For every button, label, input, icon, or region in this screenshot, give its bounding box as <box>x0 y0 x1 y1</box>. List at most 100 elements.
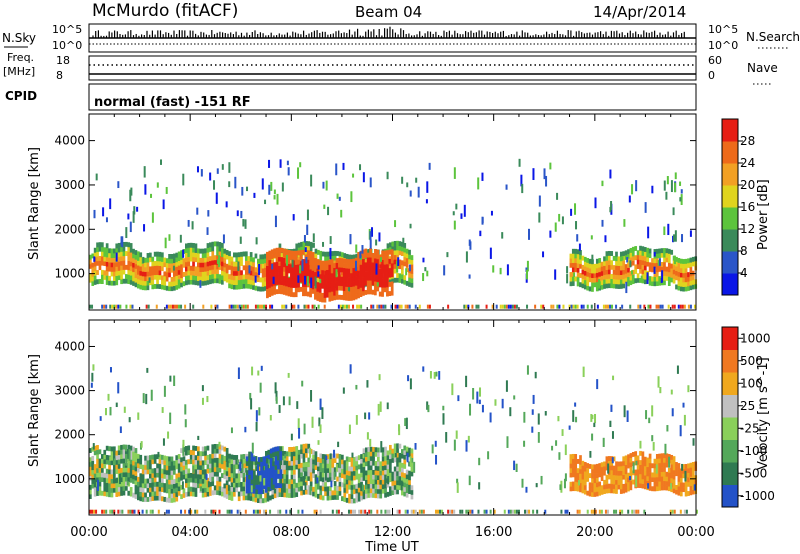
echo-cell <box>247 260 251 266</box>
echo-cell <box>318 287 322 293</box>
echo-cell <box>569 472 573 478</box>
echo-cell <box>612 283 616 289</box>
echo-cell <box>269 448 273 454</box>
echo-cell <box>297 264 300 270</box>
echo-cell <box>237 284 241 290</box>
echo-cell <box>624 483 628 488</box>
echo-cell <box>287 282 291 288</box>
echo-cell <box>257 493 260 499</box>
echo-cell <box>581 460 585 466</box>
echo-cell <box>141 262 145 268</box>
echo-cell <box>324 486 327 492</box>
echo-cell <box>221 445 224 451</box>
nsky-trace <box>89 26 696 45</box>
echo-cell <box>581 479 585 485</box>
echo-cell <box>237 473 241 479</box>
echo-cell <box>381 268 384 274</box>
echo-cell <box>387 476 390 485</box>
echo-cell <box>167 304 170 309</box>
echo-cell <box>393 489 397 495</box>
echo-cell <box>177 486 181 492</box>
echo-cell <box>677 476 681 482</box>
echo-cell <box>591 473 594 479</box>
echo-cell <box>383 282 387 288</box>
echo-cell <box>682 259 686 264</box>
echo-cell <box>679 468 683 474</box>
echo-cell <box>285 276 288 282</box>
echo-cell <box>319 494 323 500</box>
echo-cell <box>257 470 261 476</box>
echo-cell <box>593 422 596 428</box>
echo-cell <box>362 172 365 183</box>
echo-cell <box>199 257 203 263</box>
echo-cell <box>366 432 369 440</box>
echo-cell <box>665 275 669 281</box>
colorbar-tick-label: -500 <box>740 466 767 480</box>
echo-cell <box>266 293 269 299</box>
echo-cell <box>275 266 279 272</box>
echo-cell <box>634 246 638 251</box>
echo-cell <box>352 281 356 287</box>
echo-cell <box>323 260 327 266</box>
echo-cell <box>600 476 604 481</box>
echo-cell <box>245 283 248 289</box>
echo-cell <box>309 251 312 256</box>
echo-cell <box>653 472 657 478</box>
echo-cell <box>144 280 147 286</box>
echo-cell <box>401 264 404 270</box>
echo-cell <box>629 453 633 458</box>
echo-cell <box>170 456 174 462</box>
echo-cell <box>406 509 409 514</box>
echo-cell <box>149 252 152 258</box>
echo-cell <box>576 468 580 474</box>
echo-cell <box>160 159 163 165</box>
echo-cell <box>108 478 111 484</box>
echo-cell <box>586 463 590 469</box>
echo-cell <box>127 269 131 275</box>
echo-cell <box>376 272 380 278</box>
echo-cell <box>270 478 273 490</box>
echo-cell <box>261 466 265 471</box>
echo-cell <box>201 451 205 457</box>
echo-cell <box>655 476 659 482</box>
echo-cell <box>607 273 611 279</box>
echo-cell <box>268 282 272 288</box>
echo-cell <box>492 265 495 273</box>
echo-cell <box>348 254 351 260</box>
echo-cell <box>158 486 162 492</box>
echo-cell <box>643 247 647 252</box>
echo-cell <box>342 162 345 170</box>
echo-cell <box>209 454 212 460</box>
echo-cell <box>267 477 271 483</box>
echo-cell <box>468 475 471 486</box>
echo-cell <box>242 265 246 271</box>
echo-cell <box>398 277 402 283</box>
echo-cell <box>338 251 342 257</box>
echo-cell <box>122 251 126 257</box>
echo-cell <box>583 485 587 490</box>
echo-cell <box>200 169 203 177</box>
echo-cell <box>230 454 234 460</box>
echo-cell <box>163 483 167 489</box>
echo-cell <box>653 251 656 257</box>
echo-cell <box>314 474 318 480</box>
echo-cell <box>274 483 278 489</box>
echo-cell <box>218 246 222 252</box>
echo-cell <box>295 487 299 493</box>
echo-cell <box>274 465 278 470</box>
echo-cell <box>653 262 657 268</box>
echo-cell <box>93 477 97 483</box>
echo-cell <box>682 487 686 493</box>
echo-cell <box>405 280 409 286</box>
colorbar-frame <box>721 326 739 508</box>
echo-cell <box>672 488 676 494</box>
echo-cell <box>381 479 385 485</box>
echo-cell <box>610 460 614 466</box>
echo-cell <box>383 287 387 293</box>
echo-cell <box>144 257 147 263</box>
echo-cell <box>665 481 669 486</box>
echo-cell <box>649 304 652 309</box>
echo-cell <box>408 272 411 278</box>
echo-cell <box>285 281 288 287</box>
